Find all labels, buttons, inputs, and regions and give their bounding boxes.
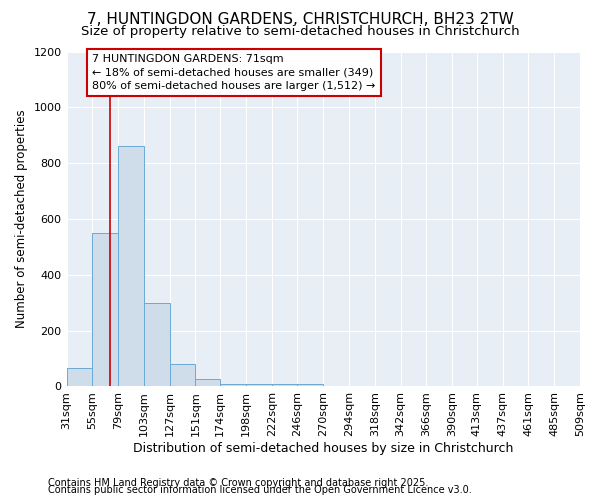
Bar [196,380,220,386]
Text: Contains HM Land Registry data © Crown copyright and database right 2025.: Contains HM Land Registry data © Crown c… [48,478,428,488]
Bar [246,384,272,386]
Bar [170,364,196,386]
Bar [118,146,144,386]
Text: 7, HUNTINGDON GARDENS, CHRISTCHURCH, BH23 2TW: 7, HUNTINGDON GARDENS, CHRISTCHURCH, BH2… [86,12,514,28]
Bar [220,384,246,386]
Text: Size of property relative to semi-detached houses in Christchurch: Size of property relative to semi-detach… [80,25,520,38]
Y-axis label: Number of semi-detached properties: Number of semi-detached properties [15,110,28,328]
Bar [144,302,170,386]
Text: Contains public sector information licensed under the Open Government Licence v3: Contains public sector information licen… [48,485,472,495]
Text: 7 HUNTINGDON GARDENS: 71sqm
← 18% of semi-detached houses are smaller (349)
80% : 7 HUNTINGDON GARDENS: 71sqm ← 18% of sem… [92,54,376,90]
Bar [67,368,92,386]
X-axis label: Distribution of semi-detached houses by size in Christchurch: Distribution of semi-detached houses by … [133,442,514,455]
Bar [272,384,298,386]
Bar [92,233,118,386]
Bar [298,384,323,386]
